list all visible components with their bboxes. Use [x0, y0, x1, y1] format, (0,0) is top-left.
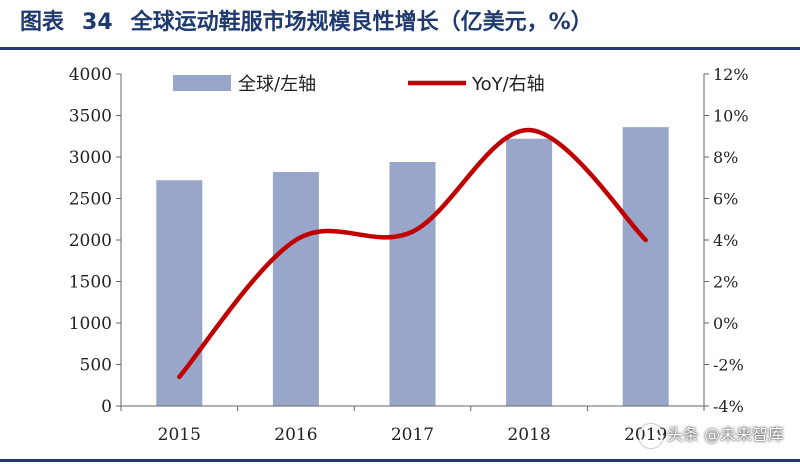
bar-2018	[506, 138, 553, 407]
figure-number: 34	[82, 10, 113, 35]
y-right-tick-label: 2%	[713, 273, 738, 292]
title-rule	[0, 47, 800, 50]
legend-bar-label: 全球/左轴	[238, 74, 316, 95]
bar-2017	[389, 161, 436, 406]
y-left-tick-label: 2000	[69, 231, 112, 251]
y-left-tick-label: 0	[101, 397, 112, 417]
y-right-tick-label: 0%	[713, 314, 738, 333]
y-right-tick-label: 6%	[713, 190, 738, 209]
watermark-text: 头条 @未来智库	[666, 425, 784, 444]
x-tick-label: 2016	[274, 425, 317, 445]
y-right-tick-label: 10%	[713, 107, 749, 126]
y-right-tick-label: 8%	[713, 148, 738, 167]
bar-2019	[622, 127, 669, 407]
y-right-tick-label: 4%	[713, 231, 738, 250]
watermark: 头条 @未来智库	[633, 420, 790, 450]
y-left-tick-label: 3500	[69, 107, 112, 127]
legend-bar-swatch	[173, 75, 231, 91]
y-left-tick-label: 1500	[69, 273, 112, 293]
y-left-tick-label: 2500	[69, 190, 112, 210]
y-right-tick-label: 12%	[713, 65, 749, 84]
chart-title: 图表 34 全球运动鞋服市场规模良性增长（亿美元，%）	[20, 4, 593, 42]
x-tick-label: 2018	[507, 425, 550, 445]
y-left-tick-label: 3000	[69, 148, 112, 168]
yoy-line	[177, 127, 648, 380]
y-left-tick-label: 4000	[69, 65, 112, 85]
legend-line-label: YoY/右轴	[471, 74, 545, 95]
bar-2015	[156, 180, 203, 406]
bottom-rule	[0, 459, 800, 462]
y-left-tick-label: 500	[80, 356, 112, 376]
y-left-tick-label: 1000	[69, 314, 112, 334]
y-right-tick-label: -2%	[713, 356, 744, 375]
watermark-logo-icon	[638, 423, 663, 448]
figure-label: 图表	[20, 10, 65, 35]
bar-2016	[272, 171, 319, 406]
figure-title: 全球运动鞋服市场规模良性增长（亿美元，%）	[130, 10, 593, 35]
x-tick-label: 2017	[391, 425, 434, 445]
x-tick-label: 2015	[158, 425, 201, 445]
y-right-tick-label: -4%	[713, 397, 744, 416]
